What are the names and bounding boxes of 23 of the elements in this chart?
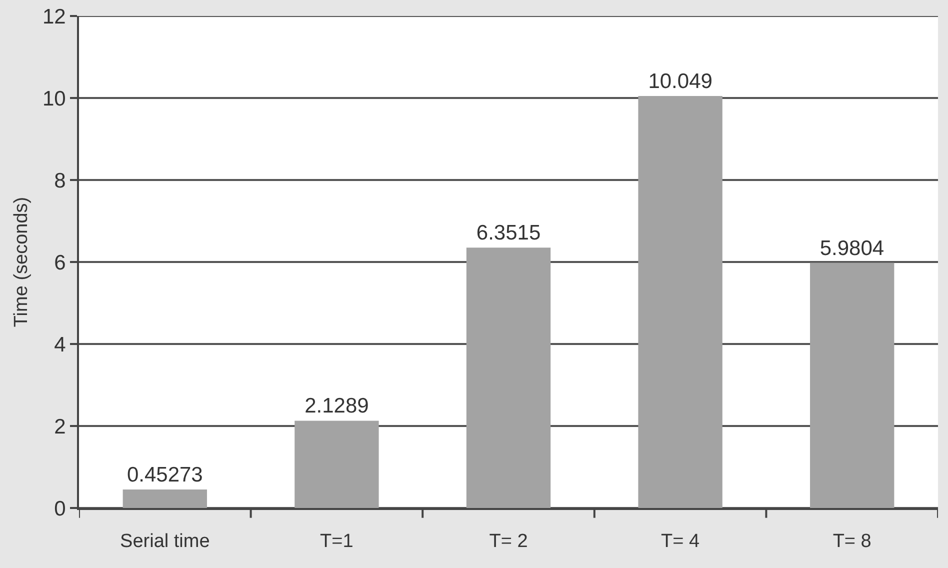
y-tick-label: 2 [54, 415, 66, 438]
bar [294, 420, 379, 508]
data-label: 5.9804 [820, 236, 884, 260]
y-tick-label: 4 [54, 333, 66, 356]
bar [810, 262, 894, 508]
bar [466, 248, 551, 508]
bar [122, 489, 207, 508]
x-tick-label: T= 4 [661, 530, 700, 552]
y-tick-label: 6 [54, 251, 66, 274]
y-tick-label: 8 [54, 169, 66, 192]
x-tick-label: Serial time [120, 530, 210, 552]
bar [638, 96, 722, 508]
data-label: 0.45273 [126, 463, 203, 486]
x-tick-label: T= 8 [832, 530, 872, 552]
y-tick-label: 0 [54, 497, 66, 520]
x-tick-label: T=1 [320, 530, 354, 552]
y-tick-label: 12 [42, 5, 66, 28]
y-axis-title: Time (seconds) [10, 196, 32, 328]
data-label: 6.3515 [476, 222, 541, 245]
x-tick-label: T= 2 [489, 530, 528, 552]
y-tick-label: 10 [42, 87, 66, 110]
data-label: 2.1289 [304, 394, 369, 418]
data-label: 10.049 [648, 70, 712, 93]
